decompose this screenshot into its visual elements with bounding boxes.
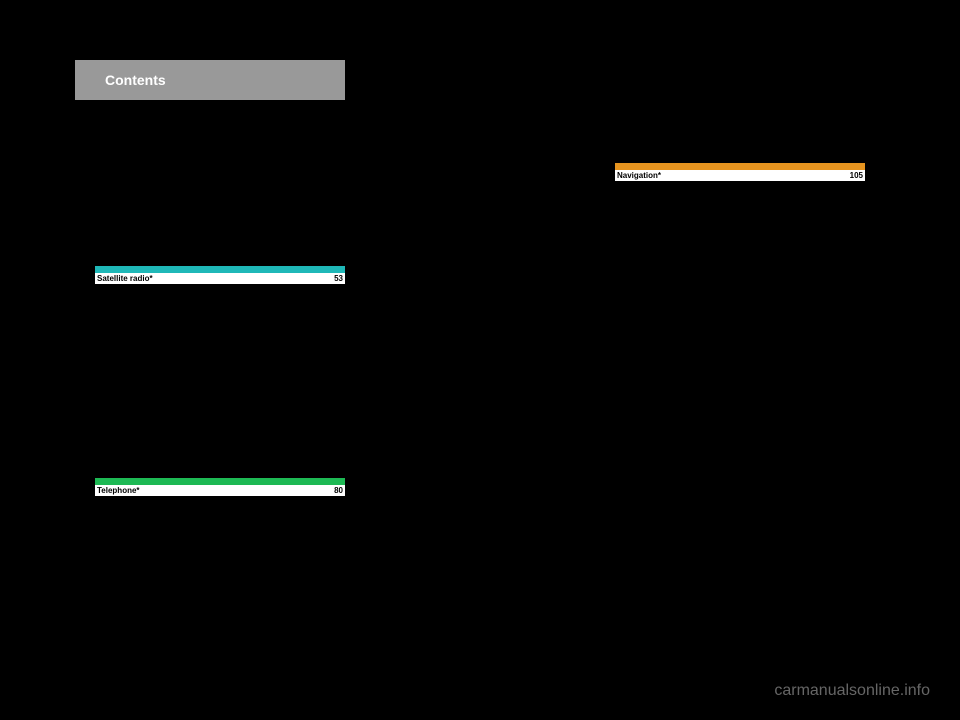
watermark-text: carmanualsonline.info	[774, 682, 930, 700]
section-page: 53	[334, 274, 343, 283]
section-page: 105	[850, 171, 863, 180]
header-title: Contents	[105, 72, 166, 88]
section-label: Satellite radio*	[97, 274, 153, 283]
section-bar-green	[95, 478, 345, 485]
section-row-green: Telephone* 80	[95, 485, 345, 496]
section-label: Telephone*	[97, 486, 140, 495]
section-page: 80	[334, 486, 343, 495]
section-bar-teal	[95, 266, 345, 273]
section-label: Navigation*	[617, 171, 661, 180]
contents-header: Contents	[75, 60, 345, 100]
section-bar-orange	[615, 163, 865, 170]
section-row-orange: Navigation* 105	[615, 170, 865, 181]
section-row-teal: Satellite radio* 53	[95, 273, 345, 284]
